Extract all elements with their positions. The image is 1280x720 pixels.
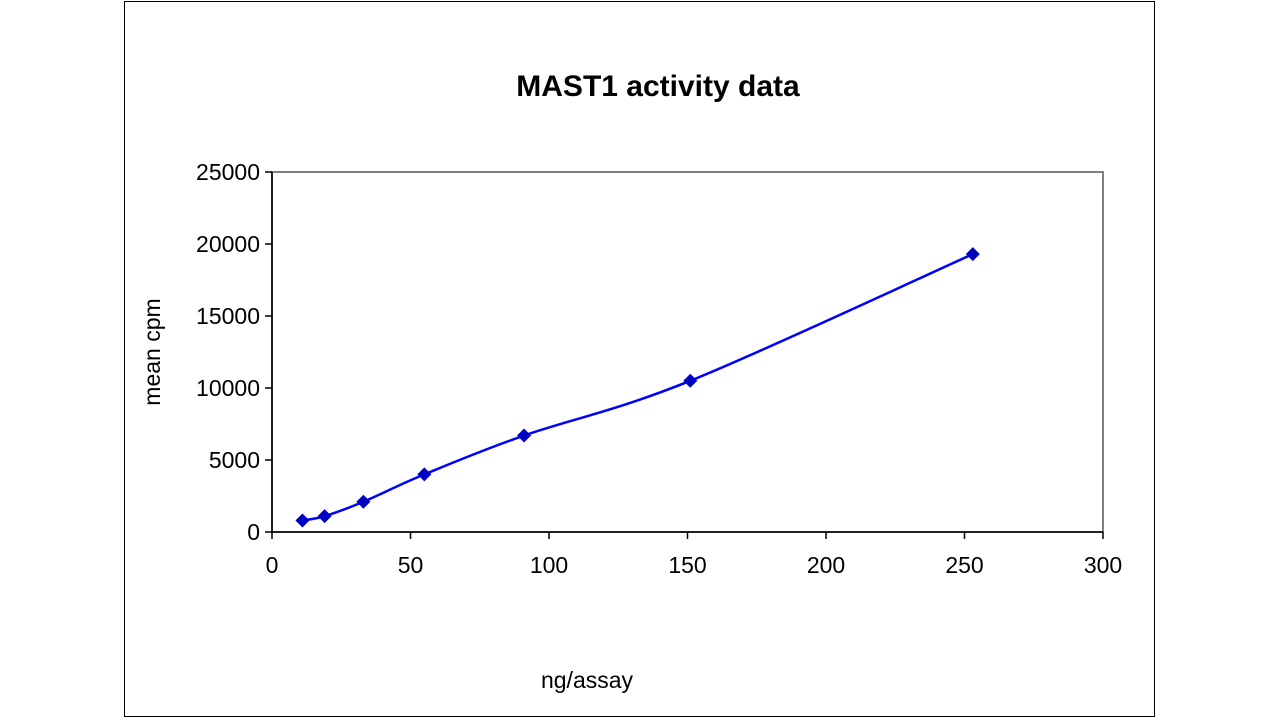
chart-title: MAST1 activity data xyxy=(516,70,800,103)
x-tick-label: 100 xyxy=(530,552,568,578)
x-axis: 0 50 100 150 200 250 300 xyxy=(266,531,1122,578)
series-group xyxy=(295,247,980,528)
y-axis: 0 5000 10000 15000 20000 25000 xyxy=(196,159,273,545)
data-point-marker xyxy=(683,373,698,388)
y-tick-label: 15000 xyxy=(196,303,260,329)
x-tick-label: 200 xyxy=(807,552,845,578)
y-tick-label: 10000 xyxy=(196,375,260,401)
x-tick-label: 50 xyxy=(398,552,424,578)
data-point-marker xyxy=(417,467,432,482)
data-point-marker xyxy=(295,513,310,528)
series-line xyxy=(302,252,974,522)
x-tick-label: 150 xyxy=(668,552,706,578)
x-tick-label: 0 xyxy=(266,552,279,578)
y-tick-label: 20000 xyxy=(196,231,260,257)
y-tick-label: 0 xyxy=(247,519,260,545)
data-point-marker xyxy=(965,247,980,262)
chart-area xyxy=(124,1,1155,717)
x-tick-label: 300 xyxy=(1084,552,1122,578)
y-axis-label: mean cpm xyxy=(139,298,165,405)
plot-frame xyxy=(271,171,1104,533)
data-point-marker xyxy=(317,509,332,524)
y-tick-label: 25000 xyxy=(196,159,260,185)
y-tick-label: 5000 xyxy=(209,447,260,473)
data-point-marker xyxy=(517,428,532,443)
data-point-marker xyxy=(356,494,371,509)
x-axis-label: ng/assay xyxy=(541,667,634,693)
x-tick-label: 250 xyxy=(945,552,983,578)
